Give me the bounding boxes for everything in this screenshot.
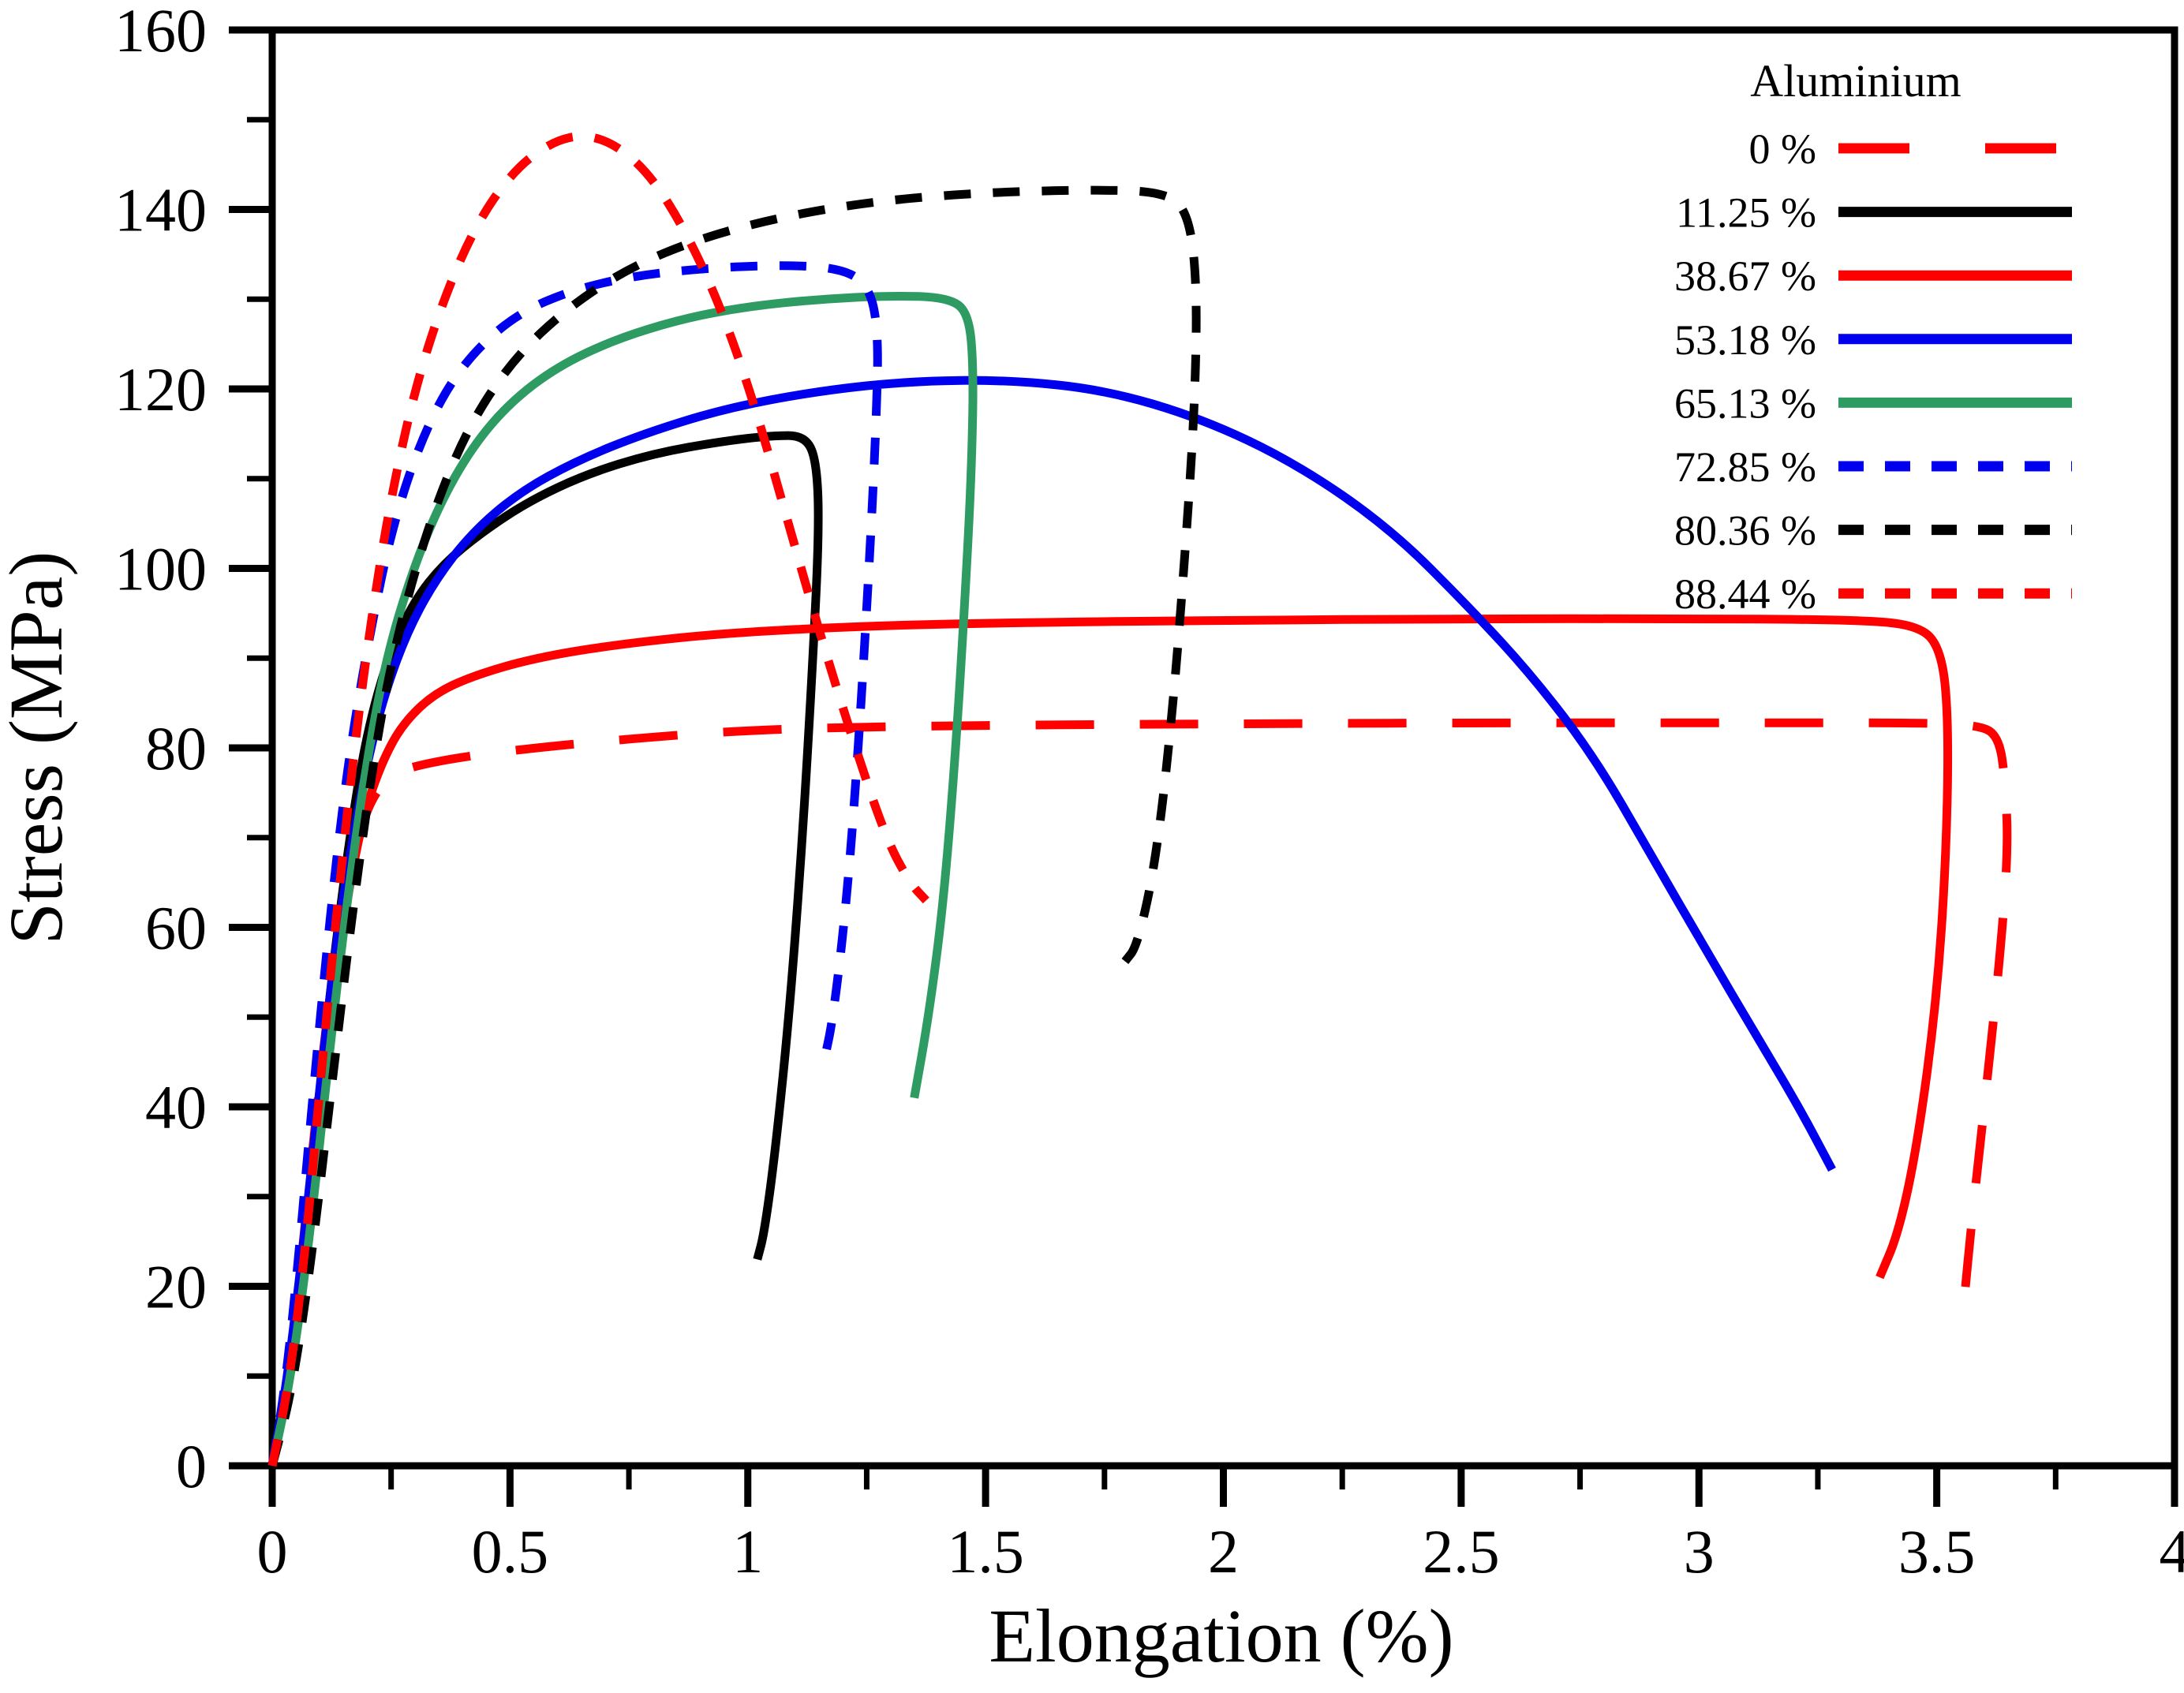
y-axis-title: Stress (MPa) xyxy=(0,551,78,945)
y-tick-label: 160 xyxy=(114,0,207,65)
curve-53.18pct xyxy=(267,376,1836,1467)
legend-item-label: 65.13 % xyxy=(1674,379,1816,427)
y-tick-label: 60 xyxy=(145,894,207,962)
x-tick-label: 0 xyxy=(257,1517,288,1586)
legend-item: 11.25 % xyxy=(1676,189,2072,237)
legend-item-label: 11.25 % xyxy=(1676,189,1816,237)
legend-item-label: 0 % xyxy=(1749,125,1816,173)
legend-item: 65.13 % xyxy=(1674,379,2072,427)
legend: 0 % 11.25 % 38.67 % 53.18 % 65.13 % 72.85 % 80… xyxy=(1674,125,2072,618)
y-tick-label: 0 xyxy=(176,1432,207,1501)
curve-11.25pct xyxy=(267,431,823,1467)
legend-item: 72.85 % xyxy=(1674,443,2072,491)
legend-item-label: 53.18 % xyxy=(1674,316,1816,364)
x-tick-label: 2.5 xyxy=(1423,1517,1500,1586)
legend-item: 88.44 % xyxy=(1674,570,2072,618)
legend-item: 80.36 % xyxy=(1674,507,2072,555)
legend-item: 38.67 % xyxy=(1674,252,2072,300)
y-tick-label: 140 xyxy=(114,176,207,245)
legend-item-label: 38.67 % xyxy=(1674,252,1816,300)
curves xyxy=(267,132,2012,1467)
y-tick-label: 100 xyxy=(114,535,207,604)
x-tick-label: 4 xyxy=(2160,1517,2184,1586)
x-tick-label: 3 xyxy=(1684,1517,1715,1586)
y-tick-label: 40 xyxy=(145,1073,207,1142)
curve-65.13pct xyxy=(267,291,978,1467)
y-tick-label: 20 xyxy=(145,1253,207,1321)
curve-88.44pct xyxy=(267,132,929,1467)
y-axis: 0 20 40 60 80 100 120 140 160 xyxy=(114,0,272,1501)
x-axis: 0 0.5 1 1.5 2 2.5 3 3.5 4 xyxy=(257,1466,2184,1586)
legend-item: 53.18 % xyxy=(1674,316,2072,364)
legend-item-label: 88.44 % xyxy=(1674,570,1816,618)
curve-0pct xyxy=(267,718,2012,1467)
x-axis-title: Elongation (%) xyxy=(989,1594,1453,1678)
x-tick-label: 1 xyxy=(732,1517,763,1586)
legend-item-label: 72.85 % xyxy=(1674,443,1816,491)
legend-item-label: 80.36 % xyxy=(1674,507,1816,555)
x-tick-label: 0.5 xyxy=(472,1517,549,1586)
legend-item: 0 % xyxy=(1749,125,2072,173)
x-tick-label: 3.5 xyxy=(1898,1517,1976,1586)
curve-80.36pct xyxy=(267,185,1201,1467)
curve-72.85pct xyxy=(267,261,882,1467)
y-tick-label: 80 xyxy=(145,714,207,783)
x-tick-label: 1.5 xyxy=(947,1517,1024,1586)
y-tick-label: 120 xyxy=(114,355,207,424)
x-tick-label: 2 xyxy=(1208,1517,1239,1586)
legend-title: Aluminium xyxy=(1750,55,1961,107)
